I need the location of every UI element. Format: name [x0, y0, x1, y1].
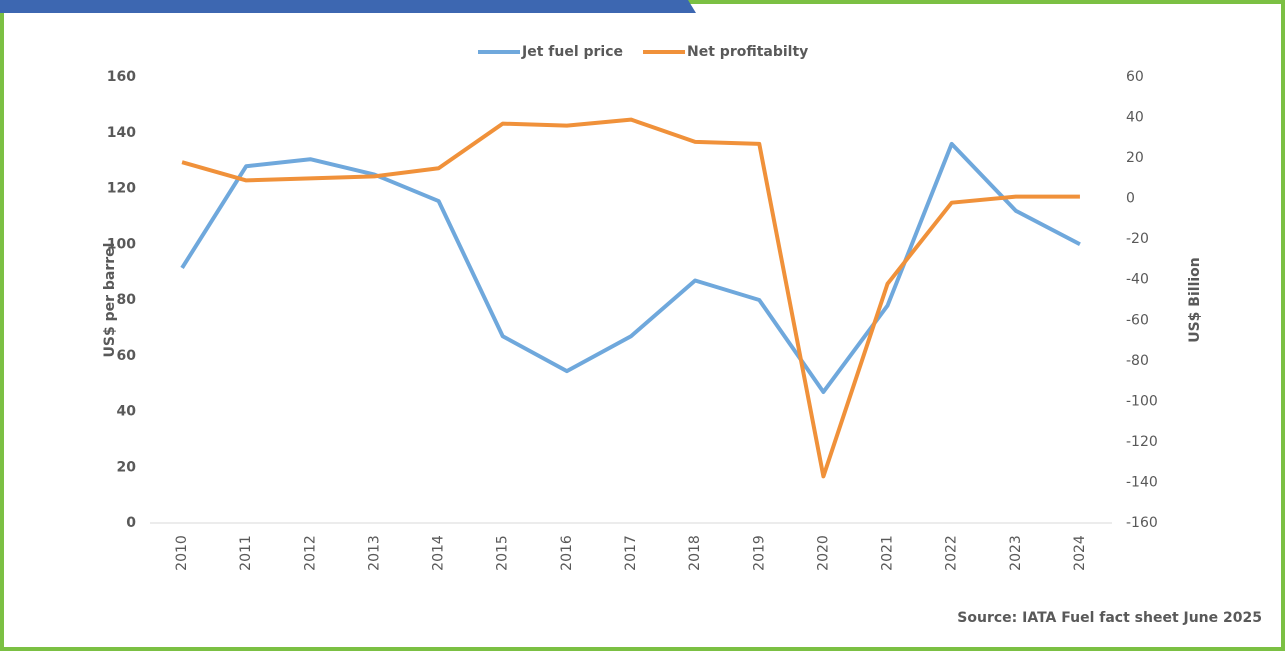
x-tick-label: 2011 — [238, 535, 254, 571]
x-tick-label: 2015 — [495, 535, 511, 571]
y-tick-label: 80 — [117, 292, 137, 308]
y2-tick-label: -60 — [1126, 312, 1149, 328]
y2-tick-label: 60 — [1126, 69, 1144, 85]
x-tick-label: 2024 — [1072, 535, 1088, 571]
x-tick-label: 2022 — [944, 535, 960, 571]
header-tab — [0, 0, 696, 13]
y2-tick-label: 0 — [1126, 191, 1135, 207]
y-tick-label: 20 — [117, 459, 137, 475]
x-tick-label: 2014 — [431, 535, 447, 571]
x-tick-label: 2013 — [366, 535, 382, 571]
source-note: Source: IATA Fuel fact sheet June 2025 — [957, 610, 1262, 626]
y2-tick-label: -120 — [1126, 434, 1158, 450]
y2-axis-label: US$ Billion — [1187, 257, 1203, 343]
x-tick-label: 2020 — [815, 535, 831, 571]
y-tick-label: 40 — [117, 404, 137, 420]
x-tick-label: 2012 — [302, 535, 318, 571]
x-tick-label: 2017 — [623, 535, 639, 571]
y2-tick-label: 40 — [1126, 110, 1144, 126]
legend-label: Jet fuel price — [521, 44, 623, 60]
y2-tick-label: -80 — [1126, 353, 1149, 369]
y-tick-label: 120 — [107, 181, 136, 197]
data-line — [181, 117, 1080, 479]
y-tick-label: 140 — [107, 125, 136, 141]
y2-tick-label: -160 — [1126, 515, 1158, 531]
x-tick-label: 2019 — [751, 535, 767, 571]
y2-tick-label: 20 — [1126, 150, 1144, 166]
x-tick-label: 2016 — [559, 535, 575, 571]
y-axis-label: US$ per barrel — [102, 243, 118, 358]
y-tick-label: 160 — [107, 69, 136, 85]
data-line — [180, 141, 1081, 394]
y-tick-label: 0 — [126, 515, 136, 531]
y-tick-label: 100 — [107, 236, 136, 252]
x-tick-label: 2023 — [1008, 535, 1024, 571]
x-tick-label: 2021 — [880, 535, 896, 571]
y-tick-label: 60 — [117, 348, 137, 364]
y2-tick-label: -20 — [1126, 231, 1149, 247]
x-tick-label: 2010 — [174, 535, 190, 571]
y2-tick-label: -140 — [1126, 474, 1158, 490]
legend-label: Net profitabilty — [687, 44, 808, 60]
x-tick-label: 2018 — [687, 535, 703, 571]
y2-tick-label: -40 — [1126, 272, 1149, 288]
y2-tick-label: -100 — [1126, 393, 1158, 409]
